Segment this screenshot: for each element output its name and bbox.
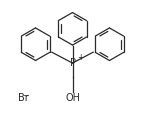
Text: +: + [77, 53, 84, 62]
Text: −: − [22, 93, 28, 99]
Text: P: P [70, 58, 76, 68]
Text: OH: OH [65, 93, 80, 103]
Text: Br: Br [18, 93, 29, 103]
